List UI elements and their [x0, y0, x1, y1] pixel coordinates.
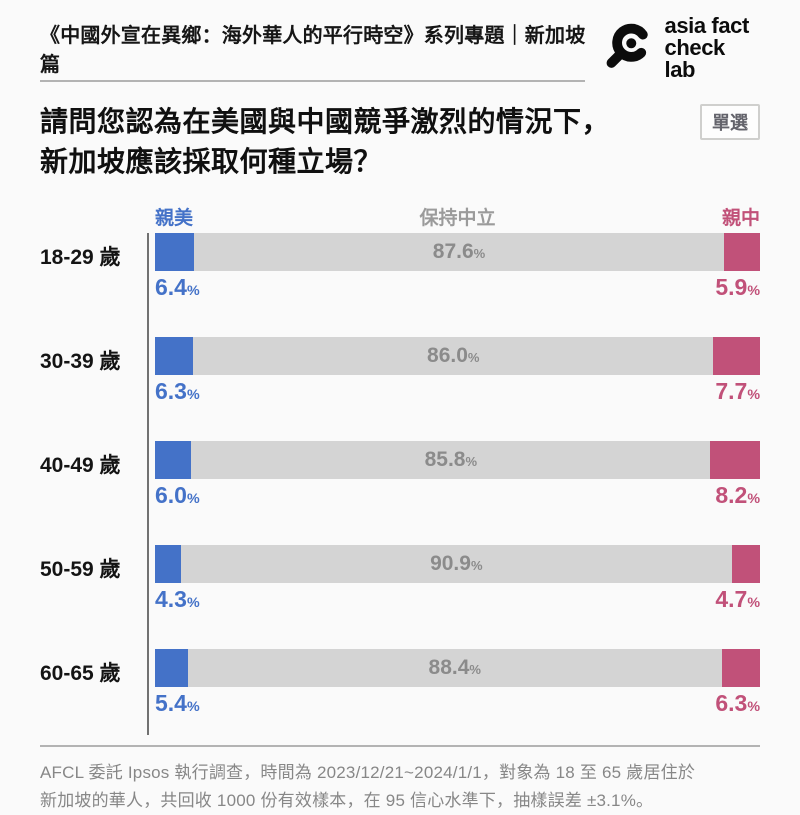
percent-sign: %: [186, 282, 200, 299]
legend-pro-us: 親美: [155, 207, 194, 229]
age-group-label: 50-59 歲: [40, 557, 121, 581]
segment-neutral: 90.9%: [181, 544, 732, 583]
chart-row: 50-59 歲 90.9% 4.3% 4.7%: [40, 544, 760, 616]
segment-pro-china: [721, 648, 760, 687]
bar-area: 90.9% 4.3% 4.7%: [147, 544, 760, 616]
neutral-value: 90.9%: [430, 551, 483, 575]
segment-pro-us: [155, 440, 192, 479]
afcl-logo: asia fact check lab: [601, 15, 760, 81]
percent-sign: %: [186, 698, 200, 715]
stacked-bar: 88.4%: [155, 648, 760, 687]
stacked-bar: 86.0%: [155, 336, 760, 375]
bar-area: 88.4% 5.4% 6.3%: [147, 648, 760, 720]
value-row: 6.0% 8.2%: [155, 482, 760, 512]
value-row: 6.4% 5.9%: [155, 274, 760, 304]
chart-rows: 18-29 歲 87.6% 6.4% 5.9% 30-39 歲 86.0% 6.3% 7.7%…: [40, 232, 760, 720]
chart-row: 30-39 歲 86.0% 6.3% 7.7%: [40, 336, 760, 408]
age-group-label: 60-65 歲: [40, 661, 121, 685]
age-group-label: 40-49 歲: [40, 453, 121, 477]
segment-pro-us: [155, 648, 188, 687]
pro-china-value: 6.3%: [715, 689, 760, 716]
header: 《中國外宣在異鄉：海外華人的平行時空》系列專題｜新加坡篇 asia fact c…: [40, 15, 760, 81]
age-group-label: 18-29 歲: [40, 245, 121, 269]
segment-pro-china: [724, 232, 760, 271]
footer: AFCL 委託 Ipsos 執行調查，時間為 2023/12/21~2024/1…: [40, 744, 760, 815]
percent-sign: %: [470, 557, 483, 573]
pro-us-value: 5.4%: [155, 689, 200, 716]
segment-pro-china: [710, 440, 760, 479]
survey-methodology-note: AFCL 委託 Ipsos 執行調查，時間為 2023/12/21~2024/1…: [40, 759, 760, 815]
segment-pro-china: [731, 544, 760, 583]
neutral-value: 85.8%: [424, 447, 478, 471]
question-title: 請問您認為在美國與中國競爭激烈的情況下， 新加坡應該採取何種立場？: [40, 102, 670, 183]
segment-pro-china: [713, 336, 760, 375]
pro-us-value: 6.3%: [155, 377, 200, 404]
segment-neutral: 87.6%: [193, 232, 725, 271]
question-line-2: 新加坡應該採取何種立場？: [40, 146, 383, 178]
percent-sign: %: [473, 245, 486, 261]
stacked-bar: 85.8%: [155, 440, 760, 479]
bar-area: 86.0% 6.3% 7.7%: [147, 336, 760, 408]
segment-neutral: 88.4%: [187, 648, 722, 687]
chart-row: 40-49 歲 85.8% 6.0% 8.2%: [40, 440, 760, 512]
segment-neutral: 85.8%: [191, 440, 711, 479]
percent-sign: %: [465, 453, 478, 469]
pro-us-value: 4.3%: [155, 585, 200, 612]
stacked-bar-chart: 親美 保持中立 親中 18-29 歲 87.6% 6.4% 5.9% 30-39 歲 86…: [40, 203, 760, 735]
chart-legend: 親美 保持中立 親中: [40, 203, 760, 233]
logo-line-2: check lab: [664, 35, 725, 82]
question-block: 請問您認為在美國與中國競爭激烈的情況下， 新加坡應該採取何種立場？ 單選: [40, 102, 760, 183]
value-row: 5.4% 6.3%: [155, 690, 760, 720]
axis-line: [147, 232, 149, 735]
pro-us-value: 6.4%: [155, 273, 200, 300]
percent-sign: %: [747, 386, 760, 403]
bar-area: 87.6% 6.4% 5.9%: [147, 232, 760, 304]
segment-pro-us: [155, 544, 181, 583]
pro-us-value: 6.0%: [155, 481, 200, 508]
percent-sign: %: [186, 594, 200, 611]
series-title: 《中國外宣在異鄉：海外華人的平行時空》系列專題｜新加坡篇: [40, 25, 586, 76]
percent-sign: %: [747, 490, 760, 507]
percent-sign: %: [747, 282, 760, 299]
percent-sign: %: [186, 386, 200, 403]
footer-line-2: 新加坡的華人，共回收 1000 份有效樣本，在 95 信心水準下，抽樣誤差 ±3…: [40, 790, 654, 810]
pro-china-value: 5.9%: [715, 273, 760, 300]
chart-row: 18-29 歲 87.6% 6.4% 5.9%: [40, 232, 760, 304]
pro-china-value: 7.7%: [715, 377, 760, 404]
percent-sign: %: [747, 594, 760, 611]
magnifier-icon: [601, 21, 655, 76]
segment-pro-us: [155, 336, 194, 375]
pro-china-value: 8.2%: [715, 481, 760, 508]
footer-divider: [40, 744, 760, 747]
single-choice-badge: 單選: [700, 104, 760, 140]
logo-wordmark: asia fact check lab: [664, 15, 760, 81]
question-line-1: 請問您認為在美國與中國競爭激烈的情況下，: [40, 106, 611, 137]
logo-line-1: asia fact: [664, 13, 749, 38]
header-divider: [40, 80, 585, 82]
neutral-value: 87.6%: [432, 239, 486, 263]
stacked-bar: 87.6%: [155, 232, 760, 271]
chart-row: 60-65 歲 88.4% 5.4% 6.3%: [40, 648, 760, 720]
percent-sign: %: [186, 490, 200, 507]
age-group-label: 30-39 歲: [40, 349, 121, 373]
bar-area: 85.8% 6.0% 8.2%: [147, 440, 760, 512]
pro-china-value: 4.7%: [715, 585, 760, 612]
percent-sign: %: [469, 661, 481, 677]
value-row: 6.3% 7.7%: [155, 378, 760, 408]
legend-pro-china: 親中: [721, 207, 760, 229]
percent-sign: %: [747, 698, 760, 715]
value-row: 4.3% 4.7%: [155, 586, 760, 616]
stacked-bar: 90.9%: [155, 544, 760, 583]
segment-neutral: 86.0%: [193, 336, 714, 375]
footer-line-1: AFCL 委託 Ipsos 執行調查，時間為 2023/12/21~2024/1…: [40, 762, 696, 782]
neutral-value: 86.0%: [427, 343, 480, 367]
neutral-value: 88.4%: [428, 655, 481, 679]
legend-neutral: 保持中立: [419, 207, 496, 229]
percent-sign: %: [467, 349, 480, 365]
segment-pro-us: [155, 232, 194, 271]
